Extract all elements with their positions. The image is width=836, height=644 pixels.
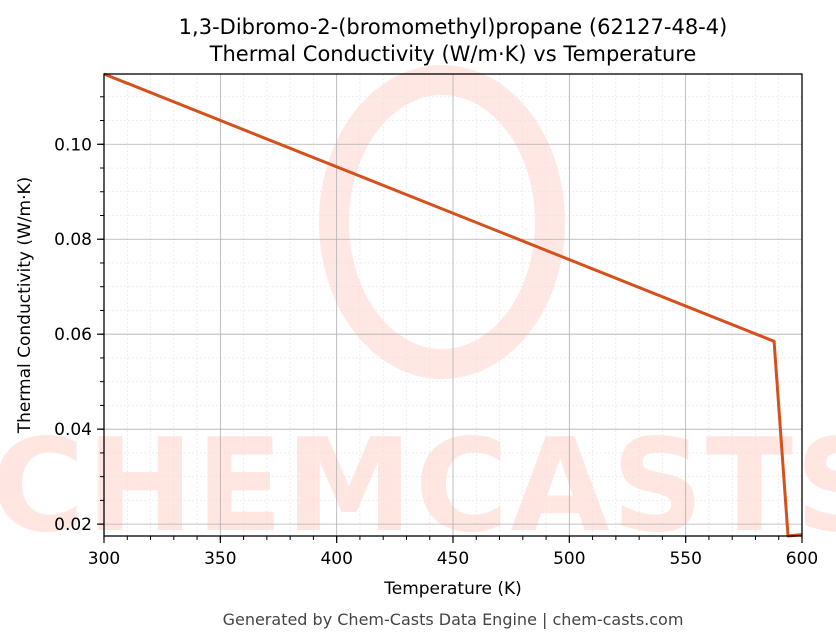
x-axis-label: Temperature (K) bbox=[383, 579, 522, 599]
y-axis-label: Thermal Conductivity (W/m·K) bbox=[15, 177, 35, 435]
series-line bbox=[103, 72, 803, 538]
y-tick-label: 0.06 bbox=[54, 325, 92, 345]
x-tick-label: 450 bbox=[437, 549, 469, 569]
y-tick-label: 0.02 bbox=[54, 515, 92, 535]
y-tick-label: 0.04 bbox=[54, 420, 92, 440]
x-tick-label: 600 bbox=[786, 549, 818, 569]
chart-subtitle: Thermal Conductivity (W/m·K) vs Temperat… bbox=[209, 42, 697, 66]
x-tick-label: 500 bbox=[553, 549, 585, 569]
x-tick-label: 300 bbox=[88, 549, 120, 569]
watermark-text: CHEMCASTS bbox=[0, 412, 836, 561]
watermark: CHEMCASTS bbox=[0, 65, 836, 561]
x-tick-label: 350 bbox=[204, 549, 236, 569]
y-tick-label: 0.10 bbox=[54, 135, 92, 155]
x-tick-label: 550 bbox=[669, 549, 701, 569]
watermark-logo-ring bbox=[319, 65, 565, 379]
footer-credit: Generated by Chem-Casts Data Engine | ch… bbox=[223, 610, 684, 629]
chart-title: 1,3-Dibromo-2-(bromomethyl)propane (6212… bbox=[179, 15, 728, 39]
y-tick-label: 0.08 bbox=[54, 230, 92, 250]
x-tick-label: 400 bbox=[320, 549, 352, 569]
x-axis: 300 350 400 450 500 550 600 bbox=[88, 536, 818, 569]
y-axis: 0.02 0.04 0.06 0.08 0.10 bbox=[54, 96, 104, 535]
